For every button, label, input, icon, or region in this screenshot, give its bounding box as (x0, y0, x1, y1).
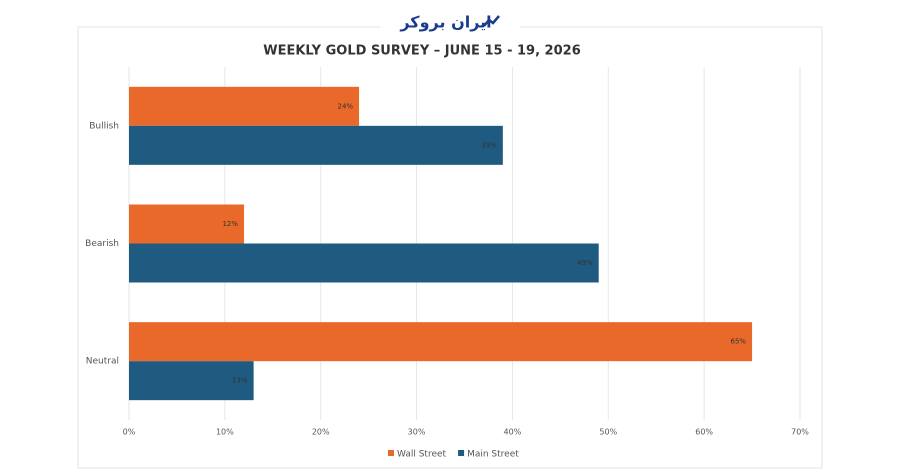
bar (129, 86, 360, 126)
value-label: 12% (222, 220, 238, 228)
legend-label: Main Street (467, 450, 519, 460)
value-label: 24% (337, 102, 353, 110)
legend-swatch (458, 450, 465, 456)
x-tick-label: 70% (791, 428, 809, 437)
x-tick-label: 30% (408, 428, 426, 437)
value-label: 49% (577, 259, 593, 267)
logo-icon (483, 15, 500, 27)
y-tick-label: Bearish (85, 239, 119, 249)
x-tick-label: 50% (599, 428, 617, 437)
value-label: 39% (481, 141, 497, 149)
chart-title: WEEKLY GOLD SURVEY – JUNE 15 - 19, 2026 (263, 44, 580, 59)
bar (129, 361, 254, 401)
y-tick-label: Bullish (89, 121, 119, 131)
legend-label: Wall Street (397, 450, 447, 460)
bar (129, 125, 503, 165)
value-label: 13% (232, 377, 248, 385)
y-tick-label: Neutral (86, 357, 119, 367)
logo: ایران بروکر (399, 13, 491, 32)
bar (129, 243, 599, 283)
x-tick-label: 40% (504, 428, 522, 437)
value-label: 65% (731, 338, 747, 346)
bar (129, 322, 753, 362)
legend-swatch (388, 450, 394, 456)
logo-bg (380, 10, 520, 38)
x-tick-label: 60% (695, 428, 713, 437)
x-tick-label: 10% (216, 428, 234, 437)
x-tick-label: 20% (312, 428, 330, 437)
bar (129, 204, 245, 244)
x-tick-label: 0% (123, 428, 136, 437)
